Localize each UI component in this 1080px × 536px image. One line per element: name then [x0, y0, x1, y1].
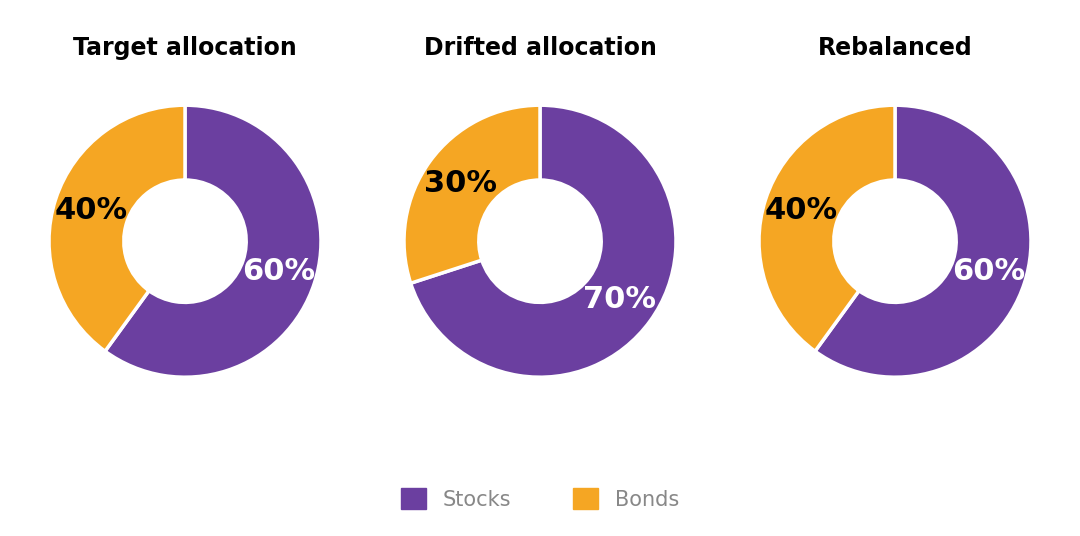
- Text: 40%: 40%: [765, 196, 838, 225]
- Wedge shape: [49, 105, 185, 351]
- Title: Rebalanced: Rebalanced: [818, 35, 972, 59]
- Wedge shape: [759, 105, 895, 351]
- Wedge shape: [105, 105, 321, 377]
- Text: 40%: 40%: [55, 196, 127, 225]
- Title: Target allocation: Target allocation: [73, 35, 297, 59]
- Text: 60%: 60%: [953, 257, 1025, 286]
- Wedge shape: [404, 105, 540, 283]
- Wedge shape: [815, 105, 1031, 377]
- Text: 70%: 70%: [583, 285, 657, 314]
- Legend: Stocks, Bonds: Stocks, Bonds: [390, 478, 690, 520]
- Wedge shape: [410, 105, 676, 377]
- Title: Drifted allocation: Drifted allocation: [423, 35, 657, 59]
- Text: 60%: 60%: [242, 257, 315, 286]
- Text: 30%: 30%: [423, 169, 497, 198]
